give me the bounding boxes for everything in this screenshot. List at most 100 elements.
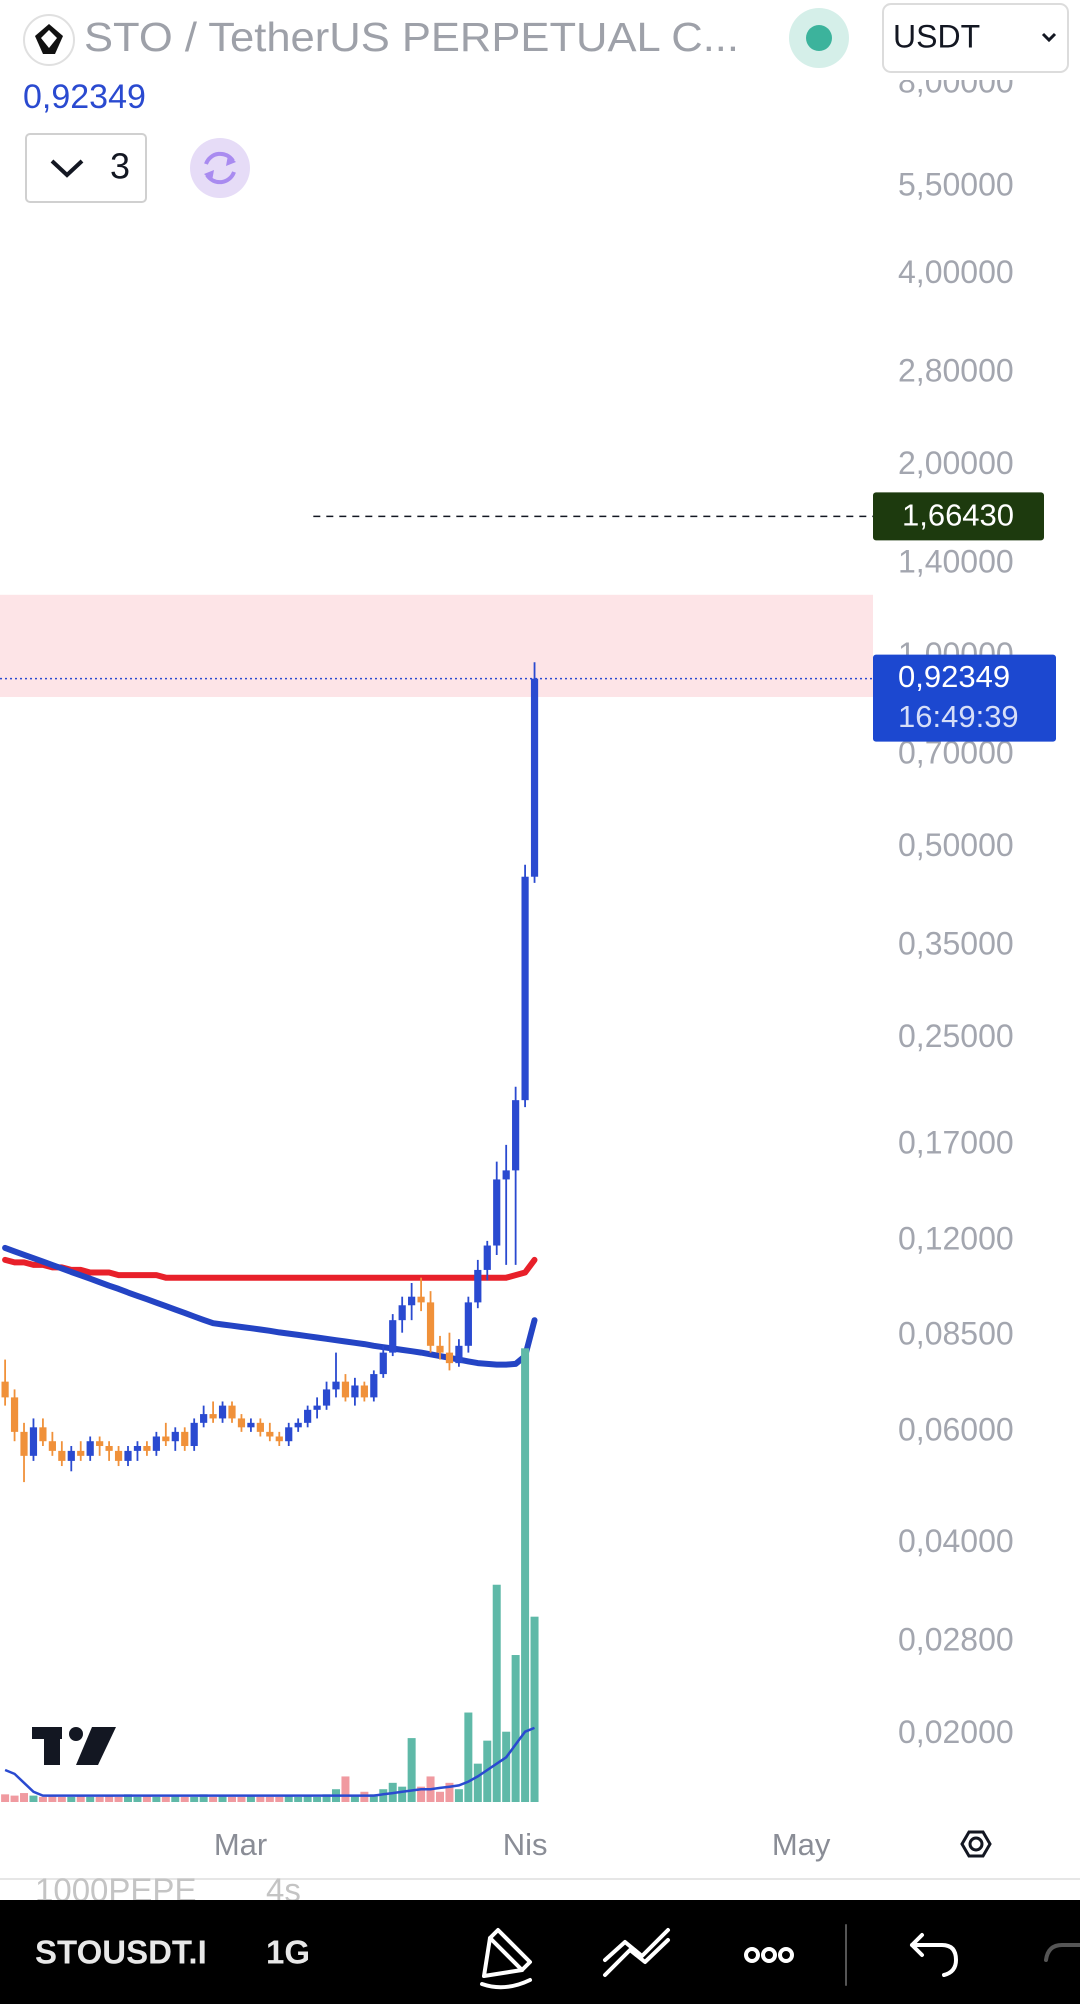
volume-bar — [322, 1794, 331, 1802]
volume-bar — [228, 1796, 237, 1802]
logo-part — [44, 1727, 60, 1765]
volume-bar — [29, 1795, 38, 1802]
candle-body — [408, 1296, 416, 1306]
candle-body — [530, 678, 539, 877]
volume-bar — [313, 1796, 322, 1802]
toolbar-icons — [480, 1924, 1080, 1990]
status-dot — [806, 25, 832, 51]
indicator-count: 3 — [110, 146, 130, 187]
volume-bar — [275, 1796, 284, 1802]
x-tick-label: May — [772, 1827, 831, 1862]
volume-bar — [180, 1796, 189, 1802]
candle-body — [256, 1422, 264, 1432]
volume-bar — [142, 1795, 151, 1802]
y-tick-label: 2,80000 — [898, 353, 1014, 389]
candle-body — [512, 1100, 520, 1171]
ma-line — [2, 1256, 538, 1281]
volume-bar — [379, 1789, 388, 1802]
interval-button[interactable]: 1G — [266, 1934, 310, 1971]
symbol-button[interactable]: STOUSDT.I — [35, 1934, 207, 1971]
volume-bar — [20, 1793, 29, 1802]
candle-body — [360, 1385, 368, 1398]
candle-body — [228, 1405, 236, 1419]
volume-bar — [502, 1731, 511, 1802]
volume-bar — [350, 1795, 359, 1802]
volume-bar — [435, 1791, 444, 1802]
candle-body — [133, 1446, 142, 1451]
refresh-arrow — [204, 170, 214, 181]
volume-bar — [407, 1738, 416, 1802]
candle-body — [86, 1441, 94, 1456]
x-tick-label: Nis — [503, 1827, 548, 1862]
candle-body — [436, 1345, 444, 1353]
header: STO / TetherUS PERPETUAL C... USDT 0,923… — [0, 0, 1080, 203]
candle-body — [162, 1436, 170, 1442]
volume-bar — [303, 1795, 312, 1802]
refresh-button[interactable] — [190, 138, 250, 198]
y-tick-label: 0,06000 — [898, 1411, 1014, 1447]
candle-body — [304, 1409, 312, 1423]
candle-body — [341, 1381, 350, 1398]
volume-bar — [209, 1796, 218, 1802]
volume-bar — [86, 1796, 95, 1802]
y-tick-label: 4,00000 — [898, 254, 1014, 290]
candle-body — [39, 1427, 47, 1442]
more-dot[interactable] — [761, 1947, 777, 1963]
volume-bar — [473, 1763, 482, 1802]
volume-bar — [152, 1796, 161, 1802]
volume-bar — [369, 1794, 378, 1802]
volume-bar — [511, 1655, 520, 1802]
volume-bar — [521, 1348, 530, 1802]
y-tick-label: 0,17000 — [898, 1124, 1014, 1160]
volume-bar — [1, 1794, 10, 1802]
more-dot[interactable] — [778, 1947, 794, 1963]
volume-bar — [171, 1795, 180, 1802]
currency-label: USDT — [893, 18, 980, 54]
last-price-box — [873, 654, 1056, 742]
x-tick-label: Mar — [214, 1827, 267, 1862]
logo-part — [76, 1727, 116, 1765]
volume-bar — [48, 1795, 57, 1802]
currency-dropdown[interactable] — [882, 3, 1069, 73]
alert-price-box — [873, 492, 1044, 541]
y-tick-label: 0,02800 — [898, 1621, 1014, 1657]
volume-bar — [398, 1786, 407, 1802]
candle-body — [237, 1418, 246, 1428]
candle-body — [389, 1320, 397, 1353]
volume-bar — [76, 1795, 85, 1802]
candle-body — [445, 1352, 454, 1364]
candle-body — [190, 1422, 198, 1447]
candle-body — [332, 1381, 340, 1390]
y-tick-label: 0,04000 — [898, 1523, 1014, 1559]
alert-price-label: 1,66430 — [902, 498, 1014, 533]
trend-tool[interactable] — [603, 1928, 670, 1977]
candle-body — [67, 1450, 75, 1461]
candle-body — [96, 1441, 104, 1447]
volume-bar — [492, 1584, 501, 1802]
ma-line — [2, 1244, 538, 1368]
undo-button[interactable] — [910, 1933, 958, 1977]
candle-body — [200, 1414, 208, 1423]
bottom-bar — [0, 1900, 1080, 2004]
symbol-title[interactable]: STO / TetherUS PERPETUAL C... — [84, 14, 739, 60]
candle-body — [10, 1397, 19, 1432]
volume-bar — [95, 1796, 104, 1802]
candle-body — [181, 1431, 189, 1447]
redo-button[interactable] — [1044, 1943, 1080, 1962]
volume-bar — [57, 1796, 66, 1802]
more-dot[interactable] — [744, 1947, 760, 1963]
last-price-label: 0,92349 — [898, 659, 1010, 694]
settings-icon[interactable] — [960, 1830, 992, 1858]
candle-body — [474, 1269, 482, 1303]
indicator-toggle[interactable] — [25, 133, 147, 203]
candle-body — [493, 1179, 501, 1246]
plot-area: 8,000005,500004,000002,800002,000001,400… — [0, 63, 1056, 1862]
volume-bar — [190, 1796, 199, 1802]
candle-body — [124, 1450, 132, 1461]
volume-bar — [341, 1776, 350, 1802]
candle-body — [48, 1441, 56, 1451]
candle-body — [483, 1245, 491, 1270]
draw-tool[interactable] — [480, 1928, 532, 1990]
